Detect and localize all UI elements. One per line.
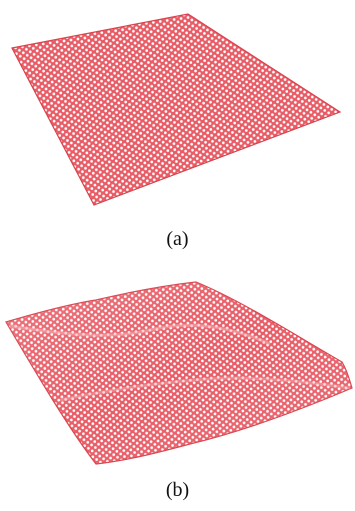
ripple-highlight [9, 323, 271, 346]
caption-a: (a) [166, 228, 189, 250]
ripple-highlight-2 [59, 376, 351, 402]
flat-graphene-sheet [11, 13, 342, 206]
rippled-graphene-sheet [5, 281, 353, 465]
panel-b-rippled-sheet: (b) [0, 260, 355, 511]
panel-a-flat-sheet: (a) [11, 13, 342, 250]
sheet-b-shading [6, 282, 352, 464]
caption-b: (b) [165, 479, 190, 501]
sheet-a [11, 13, 342, 206]
